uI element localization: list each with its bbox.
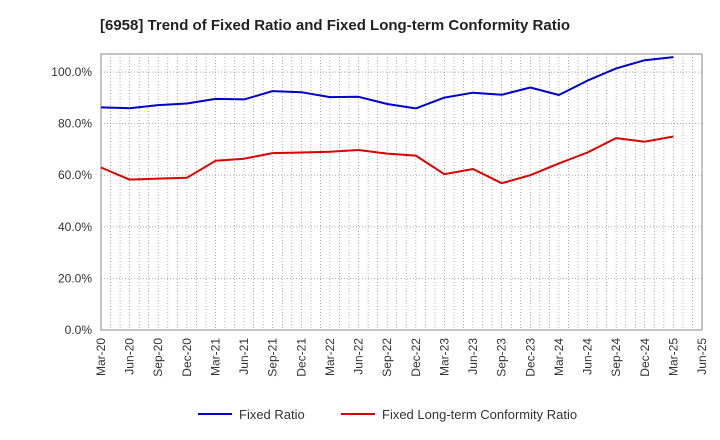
x-tick-label: Jun-23 [466,338,480,375]
x-tick-label: Mar-25 [666,338,680,376]
y-tick-label: 60.0% [58,168,92,182]
x-tick-label: Jun-25 [695,338,709,375]
x-axis: Mar-20 Jun-20 Sep-20 Dec-20 Mar-21 Jun-21 Sep-… [94,338,709,377]
x-tick-label: Sep-20 [151,338,165,377]
series-lines [100,56,674,185]
chart-title: [6958] Trend of Fixed Ratio and Fixed Lo… [100,17,570,34]
legend-label-1: Fixed Ratio [239,407,305,422]
x-tick-label: Sep-22 [380,338,394,377]
y-tick-label: 100.0% [51,65,92,79]
x-tick-label: Jun-22 [352,338,366,375]
x-tick-label: Dec-22 [409,338,423,377]
plot-area [100,53,703,331]
x-tick-label: Dec-23 [523,338,537,377]
x-tick-label: Sep-23 [495,338,509,377]
series-line-2 [100,135,674,185]
x-tick-label: Dec-21 [294,338,308,377]
y-tick-label: 20.0% [58,271,92,285]
y-tick-label: 80.0% [58,117,92,131]
x-tick-label: Dec-24 [638,338,652,377]
y-axis: 0.0% 20.0% 40.0% 60.0% 80.0% 100.0% [51,65,92,337]
y-tick-label: 40.0% [58,220,92,234]
x-tick-label: Mar-22 [323,338,337,376]
legend-label-2: Fixed Long-term Conformity Ratio [382,407,577,422]
x-tick-label: Mar-23 [437,338,451,376]
x-tick-label: Dec-20 [180,338,194,377]
x-tick-label: Sep-24 [609,338,623,377]
x-tick-label: Mar-20 [94,338,108,376]
x-tick-label: Sep-21 [266,338,280,377]
x-tick-label: Jun-21 [237,338,251,375]
x-tick-label: Mar-21 [208,338,222,376]
y-tick-label: 0.0% [65,323,93,337]
x-tick-label: Jun-24 [581,338,595,375]
legend: Fixed Ratio Fixed Long-term Conformity Ra… [198,407,577,422]
x-tick-label: Jun-20 [123,338,137,375]
x-tick-label: Mar-24 [552,338,566,376]
grid [101,54,702,331]
series-line-1 [100,56,674,110]
